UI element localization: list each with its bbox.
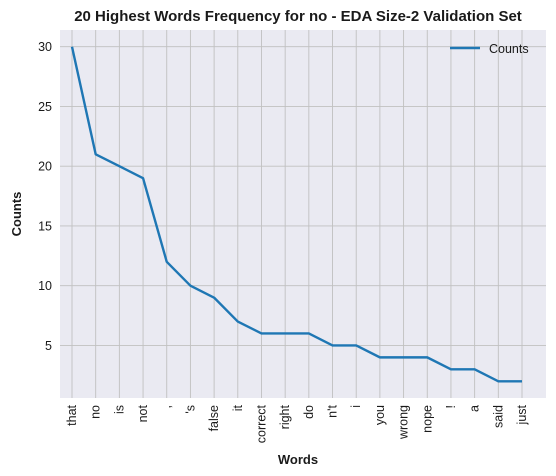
y-axis: 5 10 15 20 25 30 (38, 40, 52, 353)
x-tick-label: ! (444, 405, 458, 408)
x-tick-label: n't (326, 404, 340, 417)
x-tick-label: said (491, 405, 505, 428)
x-tick-label: i (349, 405, 363, 408)
x-tick-label: wrong (397, 405, 411, 440)
grid (60, 30, 546, 398)
y-tick-label: 15 (38, 219, 52, 233)
y-tick-label: 5 (45, 339, 52, 353)
legend-label: Counts (489, 42, 529, 56)
x-tick-label: just (515, 404, 529, 425)
y-tick-label: 10 (38, 279, 52, 293)
x-tick-label: that (65, 404, 79, 425)
x-tick-label: not (136, 404, 150, 422)
series-line (70, 46, 522, 383)
x-tick-label: do (302, 405, 316, 419)
x-tick-label: you (373, 405, 387, 425)
y-tick-label: 20 (38, 160, 52, 174)
y-tick-label: 30 (38, 40, 52, 54)
x-tick-label: correct (254, 404, 268, 443)
x-tick-label: no (89, 405, 103, 419)
x-tick-label: is (112, 405, 126, 414)
x-axis: that no is not, 's false it correct right do n't i y… (65, 404, 529, 443)
x-axis-label: Words (278, 452, 318, 467)
legend: Counts (450, 42, 529, 56)
series (70, 46, 523, 383)
x-tick-label: false (207, 405, 221, 431)
x-tick-label: 's (183, 405, 197, 414)
y-tick-label: 25 (38, 100, 52, 114)
x-tick-label: , (160, 405, 174, 408)
x-tick-label: right (278, 404, 292, 429)
x-tick-label: a (468, 405, 482, 412)
chart-title: 20 Highest Words Frequency for no - EDA … (74, 8, 522, 25)
x-tick-label: it (231, 404, 245, 411)
x-tick-label: nope (420, 405, 434, 433)
y-axis-label: Counts (9, 192, 24, 237)
plot-area (60, 30, 546, 398)
